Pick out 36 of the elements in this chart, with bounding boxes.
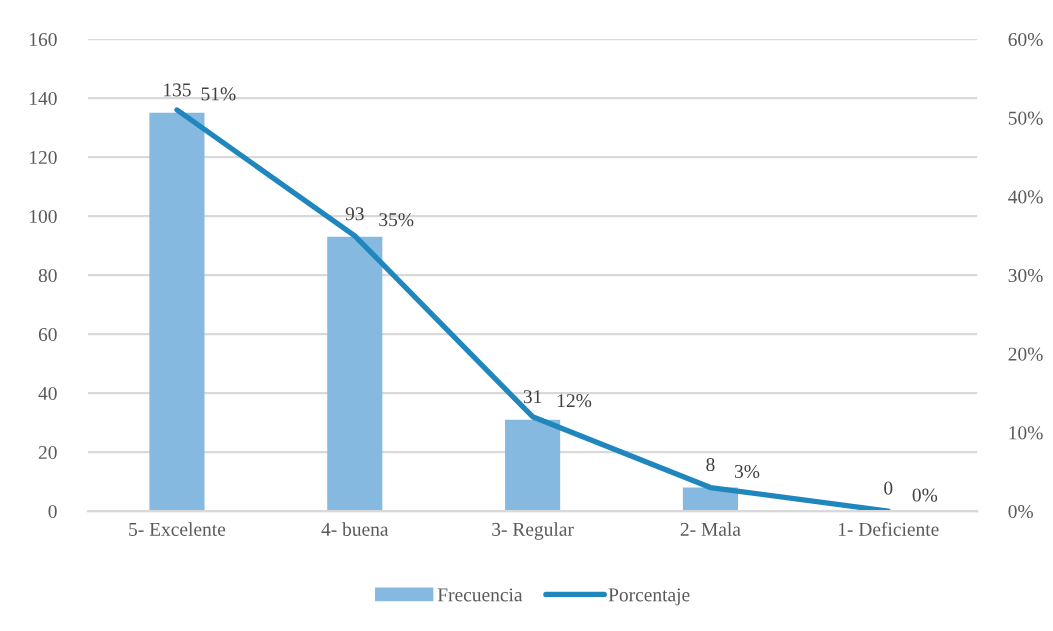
y-tick-label: 160 [30, 32, 57, 47]
x-tick-label: 3- Regular [492, 522, 574, 540]
y2-tick-label: 40% [1008, 190, 1043, 204]
x-tick-label: 1- Deficiente [838, 522, 939, 536]
y-tick-label: 100 [30, 209, 57, 224]
y2-tick-label: 50% [1008, 111, 1043, 125]
y-tick-label: 140 [30, 91, 57, 106]
y-tick-label: 120 [30, 150, 57, 165]
data-label: 0 [884, 481, 893, 495]
x-tick-label: 5- Excelente [129, 522, 226, 536]
y2-tick-label: 20% [1008, 347, 1043, 361]
data-label: 0% [912, 488, 938, 502]
y-tick-label: 80 [38, 268, 57, 283]
bar [505, 419, 561, 512]
y-tick-label: 20 [38, 445, 57, 460]
data-label: 135 [164, 83, 191, 97]
x-tick-label: 4- buena [321, 522, 389, 536]
legend-label: Frecuencia [437, 588, 523, 602]
data-label: 8 [706, 457, 715, 472]
y2-tick-label: 30% [1008, 268, 1043, 283]
data-label: 35% [379, 213, 414, 227]
y2-tick-label: 60% [1008, 32, 1043, 47]
data-label: 93 [345, 207, 364, 221]
data-label: 31 [523, 390, 542, 404]
data-label: 12% [557, 394, 592, 408]
data-label: 51% [201, 87, 236, 101]
x-tick-label: 2- Mala [680, 522, 741, 536]
y-tick-label: 0 [48, 504, 57, 519]
y-tick-label: 60 [38, 327, 57, 342]
data-label: 3% [734, 464, 760, 479]
bar [149, 112, 205, 512]
bar [327, 236, 383, 512]
y2-tick-label: 10% [1009, 426, 1043, 440]
y-tick-label: 40 [38, 386, 57, 401]
legend-label: Porcentaje [608, 588, 690, 606]
y2-tick-label: 0% [1008, 504, 1033, 519]
